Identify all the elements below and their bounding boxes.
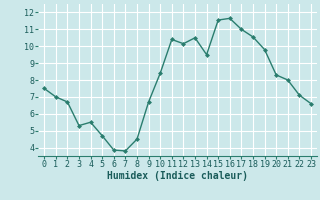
X-axis label: Humidex (Indice chaleur): Humidex (Indice chaleur) bbox=[107, 171, 248, 181]
